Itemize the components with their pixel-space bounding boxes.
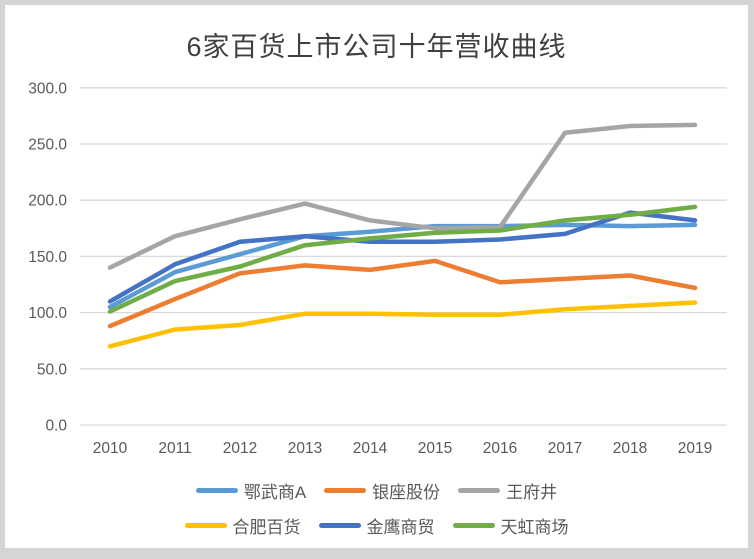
x-axis-tick-label: 2014: [353, 440, 388, 457]
legend-item: 鄂武商A: [195, 478, 307, 503]
legend-item: 王府井: [458, 478, 557, 503]
legend-line-swatch: [452, 523, 495, 528]
y-axis-tick-label: 200.0: [28, 193, 67, 210]
legend-item: 合肥百货: [184, 513, 301, 538]
x-axis-tick-label: 2012: [223, 440, 257, 457]
series-line-天虹商场: [107, 204, 698, 314]
legend-label: 银座股份: [372, 483, 441, 502]
y-axis-tick-label: 50.0: [37, 361, 68, 378]
legend-item: 天虹商场: [452, 513, 569, 538]
x-axis-tick-label: 2015: [418, 440, 452, 457]
chart-legend: 鄂武商A 银座股份 王府井合肥百货 金鹰商贸 天虹商场: [5, 473, 748, 543]
legend-line-swatch: [195, 488, 238, 493]
legend-line-swatch: [324, 488, 367, 493]
series-line-王府井: [107, 122, 698, 270]
legend-row: 合肥百货 金鹰商贸 天虹商场: [5, 508, 748, 543]
x-axis-tick-label: 2013: [288, 440, 322, 457]
legend-line-swatch: [458, 488, 501, 493]
series-line-金鹰商贸: [107, 210, 698, 304]
series-line-合肥百货: [107, 300, 698, 349]
y-axis-tick-label: 250.0: [28, 137, 67, 154]
y-axis-tick-label: 0.0: [45, 418, 67, 435]
x-axis-tick-label: 2011: [158, 440, 191, 457]
legend-line-swatch: [318, 523, 361, 528]
legend-label: 天虹商场: [500, 518, 569, 537]
series-line-银座股份: [107, 258, 698, 329]
x-axis-tick-label: 2018: [613, 440, 647, 457]
y-axis-tick-label: 300.0: [28, 80, 67, 97]
legend-row: 鄂武商A 银座股份 王府井: [5, 473, 748, 508]
legend-item: 银座股份: [324, 478, 440, 503]
legend-label: 鄂武商A: [243, 483, 307, 502]
chart-title: 6家百货上市公司十年营收曲线: [186, 32, 567, 62]
x-axis-tick-label: 2017: [548, 440, 582, 457]
legend-label: 合肥百货: [232, 518, 301, 537]
legend-line-swatch: [184, 523, 227, 528]
legend-label: 金鹰商贸: [366, 518, 435, 537]
y-axis-tick-label: 100.0: [28, 305, 67, 322]
line-chart-plot: 0.0 50.0 100.0 150.0 200.0 250.0 300.0 2010 2011…: [28, 80, 727, 457]
x-axis-tick-label: 2016: [483, 440, 517, 457]
x-axis-tick-label: 2010: [93, 440, 128, 457]
y-axis-tick-label: 150.0: [28, 249, 67, 266]
x-axis-tick-label: 2019: [678, 440, 712, 457]
chart-panel: 6家百货上市公司十年营收曲线 0.0 50.0 100.0 150.0 200.0 250…: [5, 5, 748, 548]
legend-label: 王府井: [506, 483, 558, 502]
legend-item: 金鹰商贸: [318, 513, 435, 538]
